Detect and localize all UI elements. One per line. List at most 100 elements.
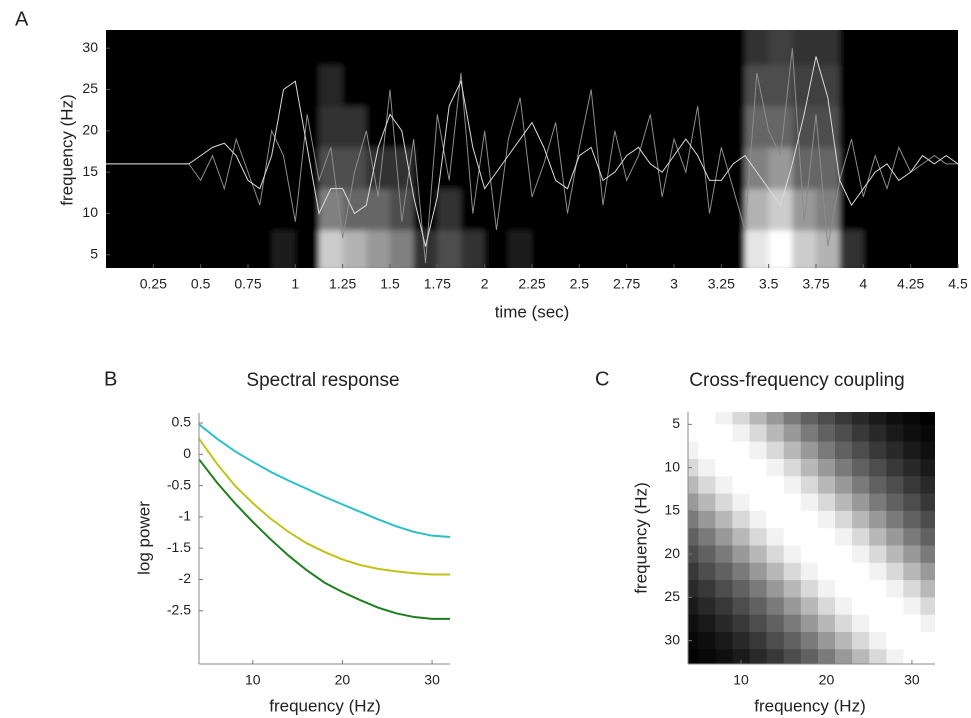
heatmap-cell: [817, 412, 836, 425]
heatmap-cell: [783, 580, 802, 598]
heatmap-cell: [800, 580, 819, 598]
heatmap-cell: [835, 476, 853, 495]
heatmap-cell: [910, 229, 935, 268]
heatmap-cell: [342, 147, 367, 190]
heatmap-cell: [697, 64, 722, 107]
heatmap-cell: [688, 476, 699, 495]
heatmap-cell: [886, 562, 904, 581]
series-line: [106, 48, 958, 264]
heatmap-cell: [852, 458, 870, 477]
heatmap-cell: [106, 106, 131, 148]
series-line: [106, 56, 959, 247]
heatmap-cell: [863, 106, 888, 148]
heatmap-cell: [698, 424, 716, 443]
heatmap-cell: [626, 30, 651, 66]
heatmap-cell: [650, 229, 675, 268]
heatmap-cell: [698, 545, 716, 564]
heatmap-cell: [555, 229, 580, 268]
heatmap-cell: [920, 424, 935, 443]
heatmap-cell: [886, 458, 904, 477]
heatmap-cell: [603, 229, 628, 268]
heatmap-cell: [319, 64, 344, 107]
heatmap-cell: [903, 528, 921, 546]
heatmap-cell: [903, 476, 921, 495]
heatmap-cell: [461, 229, 486, 268]
heatmap-cell: [934, 30, 958, 66]
heatmap-cell: [153, 106, 178, 148]
heatmap-cell: [835, 631, 853, 650]
heatmap-cell: [766, 493, 785, 512]
heatmap-cell: [248, 64, 273, 107]
heatmap-cell: [413, 64, 438, 107]
panel-2: 10 20 30 5 10 15 20 25 30 C Cross-frequency coupli…: [595, 368, 935, 715]
heatmap-cell: [800, 597, 819, 616]
heatmap-cell: [903, 545, 921, 564]
x-tick-label: 4.25: [897, 276, 924, 292]
y-tick-label: 0: [183, 445, 191, 461]
heatmap-cell: [271, 147, 296, 190]
heatmap-cell: [852, 412, 870, 425]
y-tick-label: -1: [179, 508, 192, 524]
heatmap-cell: [817, 580, 836, 598]
heatmap-cell: [650, 30, 675, 66]
heatmap-cell: [721, 229, 746, 268]
heatmap-cell: [869, 528, 887, 546]
heatmap-cell: [366, 64, 391, 107]
heatmap-cell: [106, 147, 131, 190]
heatmap-cell: [839, 30, 864, 66]
heatmap-cell: [903, 493, 921, 512]
heatmap-cell: [129, 147, 154, 190]
panel-1: 10 20 30 0.5 0 -0.5 -1 -1.5 -2 -2.5 B Spectral resp…: [104, 368, 451, 715]
heatmap-cell: [800, 458, 819, 477]
heatmap-cell: [129, 229, 154, 268]
heatmap-cell: [413, 106, 438, 148]
heatmap-cell: [766, 545, 785, 564]
heatmap-cell: [869, 510, 887, 529]
heatmap-cell: [106, 188, 131, 231]
heatmap-cell: [271, 106, 296, 148]
heatmap-cell: [749, 614, 768, 633]
heatmap-cell: [745, 188, 770, 231]
heatmap-cell: [903, 424, 921, 443]
heatmap-cell: [869, 597, 887, 616]
heatmap-cell: [688, 458, 699, 477]
heatmap-cell: [603, 64, 628, 107]
heatmap-cell: [715, 458, 733, 477]
heatmap-cell: [390, 64, 415, 107]
heatmap-cell: [910, 147, 935, 190]
heatmap-cell: [934, 188, 958, 231]
y-tick-label: 25: [664, 588, 680, 604]
heatmap-cell: [852, 510, 870, 529]
heatmap-cell: [749, 424, 768, 443]
heatmap-cell: [783, 412, 802, 425]
x-tick-label: 20: [819, 672, 835, 688]
heatmap-cell: [749, 597, 768, 616]
heatmap-cell: [766, 441, 785, 460]
heatmap-cell: [715, 424, 733, 443]
heatmap-cell: [835, 424, 853, 443]
heatmap-cell: [532, 229, 557, 268]
heatmap-cell: [835, 441, 853, 460]
heatmap-cell: [852, 631, 870, 650]
heatmap-cell: [783, 631, 802, 650]
heatmap-cell: [817, 614, 836, 633]
heatmap-cell: [555, 30, 580, 66]
heatmap-cell: [792, 30, 817, 66]
heatmap-cell: [903, 580, 921, 598]
panel-label: A: [15, 8, 29, 30]
heatmap-cell: [715, 545, 733, 564]
heatmap-cell: [390, 188, 415, 231]
heatmap-cell: [863, 64, 888, 107]
heatmap-cell: [224, 106, 249, 148]
heatmap-cell: [839, 64, 864, 107]
heatmap-cell: [732, 458, 751, 477]
heatmap-cell: [437, 30, 462, 66]
heatmap-cell: [437, 64, 462, 107]
heatmap-cell: [153, 229, 178, 268]
heatmap-cell: [886, 649, 904, 664]
heatmap-cell: [783, 510, 802, 529]
heatmap-cell: [792, 147, 817, 190]
heatmap-cell: [920, 528, 935, 546]
heatmap-cell: [852, 528, 870, 546]
x-tick-label: 0.75: [234, 276, 261, 292]
